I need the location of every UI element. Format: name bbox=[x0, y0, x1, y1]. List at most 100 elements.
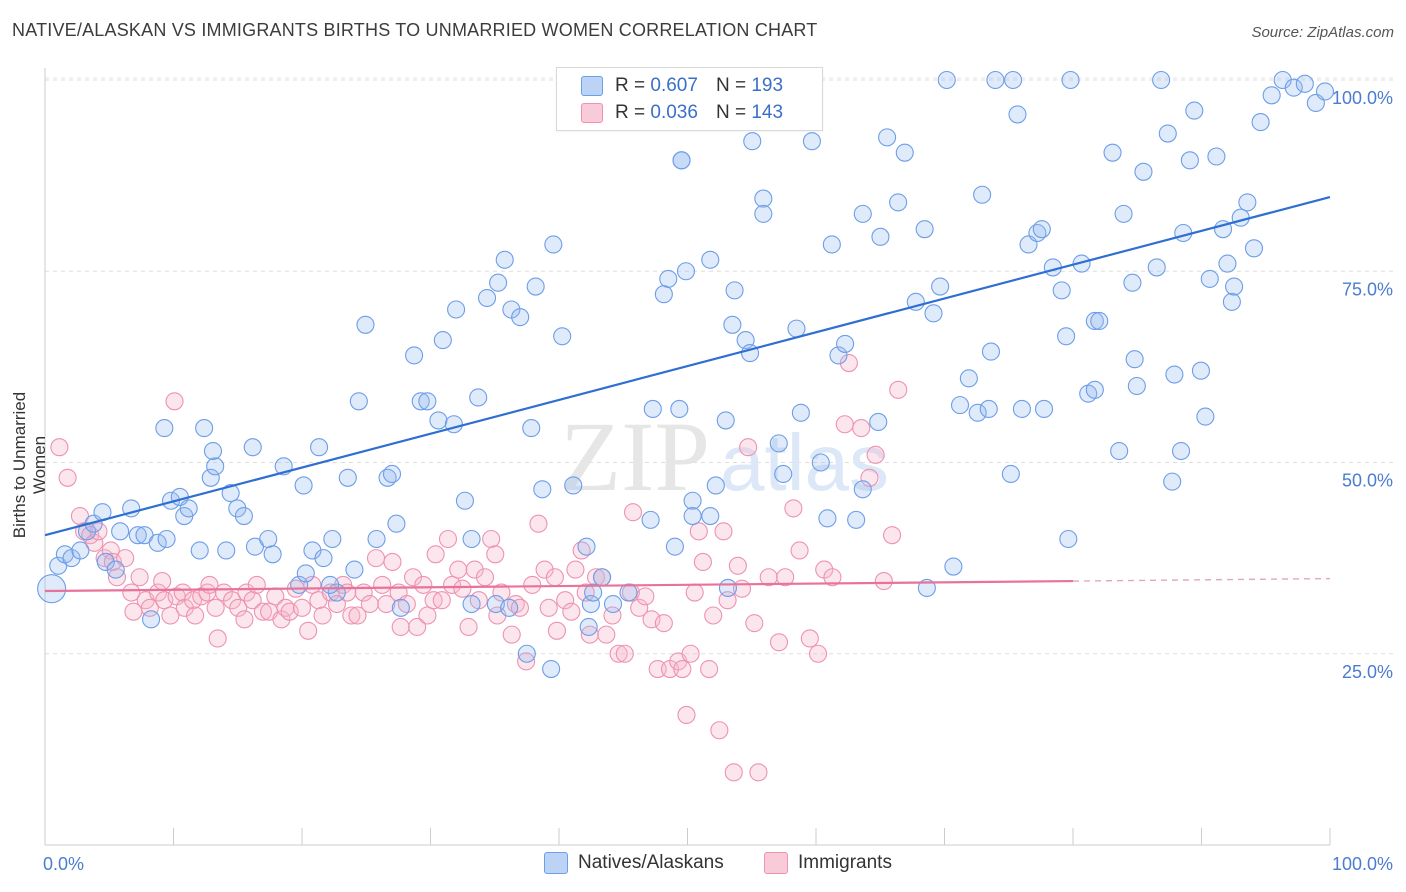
natives-point bbox=[791, 403, 810, 422]
immigrants-point bbox=[50, 438, 69, 457]
natives-point bbox=[243, 438, 262, 457]
natives-point bbox=[869, 412, 888, 432]
natives-point bbox=[683, 506, 702, 526]
immigrants-point bbox=[377, 594, 396, 614]
natives-point bbox=[1147, 258, 1166, 277]
immigrants-point bbox=[562, 602, 581, 621]
natives-point bbox=[822, 235, 841, 254]
immigrants-point bbox=[153, 572, 172, 591]
immigrants-point bbox=[874, 572, 893, 591]
bottom-swatch-pink bbox=[764, 852, 788, 874]
natives-point bbox=[1090, 311, 1109, 331]
natives-point bbox=[1295, 74, 1314, 93]
natives-point bbox=[201, 468, 220, 487]
natives-point bbox=[853, 480, 872, 499]
x-tick-label-max: 100.0% bbox=[1332, 854, 1393, 874]
natives-point bbox=[469, 388, 488, 407]
natives-point bbox=[641, 510, 660, 529]
immigrants-point bbox=[689, 522, 708, 541]
natives-point bbox=[157, 529, 176, 549]
immigrants-point bbox=[465, 560, 484, 579]
natives-point bbox=[676, 262, 696, 281]
immigrants-point bbox=[140, 598, 159, 617]
legend-r-value-pink: 0.036 bbox=[650, 102, 698, 123]
bottom-swatch-blue bbox=[544, 852, 568, 874]
immigrants-point bbox=[700, 659, 719, 679]
immigrants-point bbox=[70, 506, 90, 526]
natives-point bbox=[577, 537, 596, 556]
natives-point bbox=[937, 70, 956, 90]
natives-point bbox=[1008, 105, 1027, 124]
natives-point bbox=[944, 557, 963, 576]
natives-point bbox=[716, 411, 735, 430]
immigrants-point bbox=[510, 598, 529, 617]
natives-point bbox=[433, 331, 452, 350]
natives-point bbox=[895, 143, 914, 162]
immigrants-point bbox=[247, 575, 266, 594]
immigrants-point bbox=[704, 606, 723, 625]
immigrants-point bbox=[883, 526, 902, 545]
natives-point bbox=[1191, 361, 1210, 380]
natives-point bbox=[836, 334, 855, 353]
natives-point bbox=[1284, 78, 1303, 97]
natives-point bbox=[179, 499, 198, 518]
immigrants-point bbox=[749, 763, 768, 782]
immigrants-point bbox=[535, 560, 554, 579]
watermark: ZIP atlas bbox=[560, 401, 889, 512]
y-tick-label: 100.0% bbox=[1332, 88, 1393, 108]
immigrants-point bbox=[85, 533, 104, 552]
natives-point bbox=[811, 453, 830, 472]
natives-point bbox=[1185, 101, 1204, 120]
natives-point bbox=[511, 308, 530, 327]
natives-point bbox=[643, 399, 662, 419]
immigrants-point bbox=[739, 438, 758, 457]
immigrants-point bbox=[313, 606, 332, 625]
bottom-legend-natives: Natives/Alaskans bbox=[544, 852, 724, 874]
natives-point bbox=[959, 369, 978, 388]
natives-point bbox=[818, 509, 837, 528]
natives-point bbox=[37, 574, 67, 604]
immigrants-point bbox=[784, 499, 803, 518]
immigrants-point bbox=[648, 659, 667, 679]
immigrants-point bbox=[253, 602, 272, 621]
legend-n-label: N = bbox=[715, 75, 747, 96]
immigrants-point bbox=[839, 353, 858, 373]
natives-point bbox=[447, 300, 466, 319]
legend-n-value-pink: 143 bbox=[751, 102, 784, 123]
immigrants-point bbox=[673, 659, 692, 679]
immigrants-point bbox=[453, 579, 472, 598]
natives-point bbox=[296, 564, 315, 583]
immigrants-point bbox=[556, 591, 575, 610]
immigrants-point bbox=[373, 575, 392, 594]
natives-point bbox=[455, 491, 474, 510]
immigrants-point bbox=[475, 568, 495, 587]
immigrants-point bbox=[208, 629, 227, 648]
immigrants-point bbox=[728, 556, 747, 575]
natives-point bbox=[1085, 380, 1104, 399]
legend-row-natives: R = 0.607 N = 193 bbox=[581, 74, 783, 98]
natives-point bbox=[77, 522, 97, 541]
bottom-legend-label-blue: Natives/Alaskans bbox=[578, 852, 724, 873]
y-axis-label: Births to Unmarried Women bbox=[10, 391, 49, 539]
natives-point bbox=[526, 277, 545, 296]
natives-point bbox=[950, 396, 970, 415]
natives-point bbox=[829, 346, 848, 365]
immigrants-point bbox=[438, 529, 458, 549]
immigrants-point bbox=[122, 583, 141, 602]
natives-point bbox=[584, 583, 603, 602]
immigrants-trend-line bbox=[44, 579, 1074, 593]
natives-point bbox=[429, 411, 448, 430]
natives-point bbox=[1004, 70, 1023, 90]
stats-legend: R = 0.607 N = 193 R = 0.036 N = 143 bbox=[556, 67, 823, 131]
bottom-legend-label-pink: Immigrants bbox=[798, 852, 892, 873]
immigrants-point bbox=[449, 560, 468, 579]
natives-point bbox=[706, 476, 725, 495]
immigrants-point bbox=[809, 644, 828, 663]
natives-point bbox=[1207, 147, 1226, 166]
immigrants-point bbox=[360, 594, 379, 614]
natives-point bbox=[190, 541, 209, 560]
immigrants-point bbox=[432, 591, 451, 610]
legend-r-label: R = bbox=[615, 102, 646, 123]
immigrants-point bbox=[566, 560, 585, 579]
